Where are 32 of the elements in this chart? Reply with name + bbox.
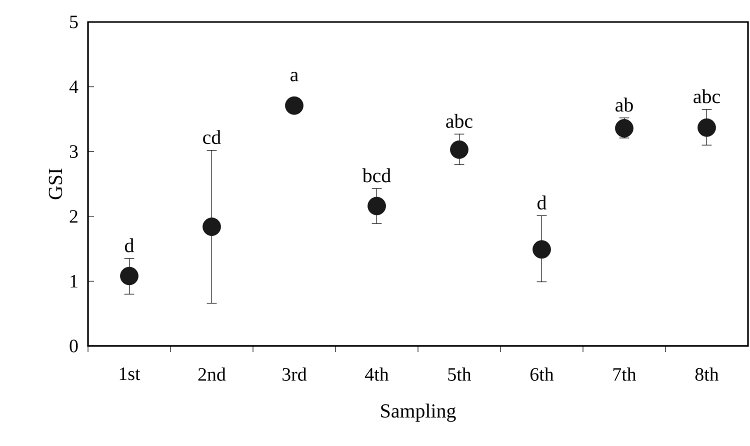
x-tick-label: 8th — [695, 368, 719, 381]
x-axis-title: Sampling — [381, 404, 456, 422]
y-tick-label: 1 — [70, 274, 78, 288]
point — [368, 196, 386, 216]
x-tick-label: 2nd — [198, 368, 226, 381]
point — [698, 118, 716, 137]
x-tick-label: 3rd — [282, 368, 307, 381]
annotation: abc — [446, 114, 472, 128]
point — [120, 266, 138, 286]
point — [202, 218, 221, 236]
y-tick-label: 5 — [70, 16, 78, 28]
x-tick-label: 1st — [120, 368, 140, 380]
y-tick-label: 0 — [70, 340, 78, 352]
x-tick-label: 7th — [613, 368, 636, 381]
y-axis-title: GSI — [48, 168, 62, 200]
annotation: bcd — [362, 168, 391, 182]
x-tick-label: 5th — [448, 368, 472, 381]
annotation: d — [537, 196, 546, 210]
point — [285, 96, 304, 115]
point — [615, 119, 634, 138]
y-tick-label: 2 — [70, 210, 78, 223]
y-tick-label: 4 — [69, 80, 78, 94]
x-tick-label: 4th — [365, 368, 389, 381]
annotation: abc — [694, 89, 720, 104]
annotation: a — [290, 72, 298, 82]
x-tick-label: 6th — [530, 368, 554, 381]
annotation: cd — [203, 130, 221, 144]
annotation: d — [124, 238, 134, 252]
annotation: ab — [616, 98, 633, 112]
y-tick-label: 3 — [70, 145, 78, 158]
point — [532, 240, 551, 259]
point — [450, 140, 468, 159]
